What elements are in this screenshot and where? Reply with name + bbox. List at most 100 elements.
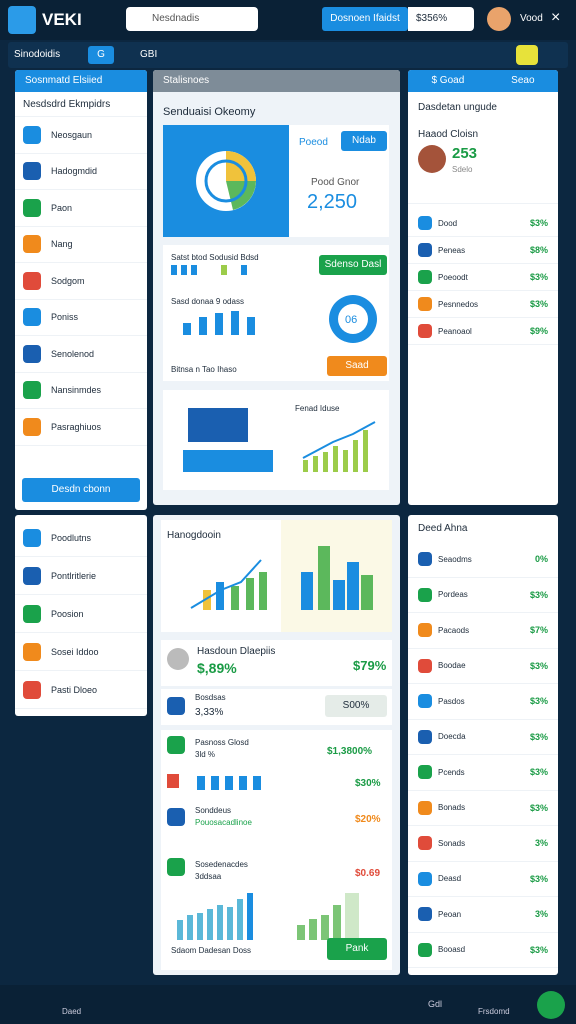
panel-header: Sosnmatd Elsiied	[15, 70, 147, 92]
row-icon	[418, 907, 432, 922]
summary-value: $,89%	[197, 660, 237, 676]
row-label: Sosedenacdes	[195, 860, 248, 869]
toolbar-item[interactable]: GBI	[140, 49, 158, 60]
row-value: $3%	[529, 696, 548, 707]
list-row[interactable]: Dood $3%	[408, 210, 558, 237]
menu-label: Poodlutns	[51, 532, 92, 543]
summary-title: Hasdoun Dlaepiis	[197, 646, 276, 657]
footer-label: Sdaom Dadesan Doss	[171, 946, 252, 955]
menu-item[interactable]: Neosgaun	[15, 117, 147, 154]
fab[interactable]	[537, 991, 565, 1019]
gauge-value: 06	[345, 314, 358, 326]
toolbar-tab[interactable]: G	[88, 46, 114, 64]
panel-title: Dasdetan ungude	[418, 102, 497, 113]
menu-item[interactable]: Sosei Iddoo	[15, 633, 147, 671]
menu-item[interactable]: Pontlritlerie	[15, 557, 147, 595]
row-sub: Pouosacadlinoe	[195, 818, 252, 827]
row-label: Peneas	[438, 245, 466, 255]
row-label: Pordeas	[438, 590, 468, 600]
close-icon[interactable]: ×	[551, 9, 561, 26]
row-sub: 3ld %	[195, 750, 216, 759]
row-label: Seaodms	[438, 554, 472, 564]
list-row[interactable]: Sonads 3%	[408, 826, 558, 862]
menu-item[interactable]: Paon	[15, 190, 147, 227]
menu-item[interactable]: Poniss	[15, 300, 147, 336]
row-value: 3,33%	[195, 707, 224, 718]
menu-icon	[23, 344, 41, 363]
list-row[interactable]: Pacaods $7%	[408, 613, 558, 649]
dropdown[interactable]: Nesdsdrd Ekmpidrs	[15, 92, 147, 117]
row-badge[interactable]: S00%	[325, 695, 387, 717]
nav-item[interactable]: Gdl	[428, 999, 443, 1009]
row-icon	[418, 836, 432, 851]
row-label: Peanoaol	[438, 326, 472, 336]
footer-button[interactable]: Saad	[327, 356, 387, 376]
list-row[interactable]: Pesnnedos $3%	[408, 291, 558, 318]
row-value: 0%	[534, 554, 548, 565]
list-row[interactable]: Pordeas $3%	[408, 578, 558, 613]
row-left: Pasdos	[418, 694, 465, 709]
menu-item[interactable]: Poosion	[15, 595, 147, 633]
mini-bars	[167, 774, 261, 790]
list-row[interactable]: Pcends $3%	[408, 755, 558, 791]
row-icon	[418, 765, 432, 780]
row-label: Pesnnedos	[438, 299, 479, 309]
row-value: $3%	[529, 802, 548, 813]
menu-item[interactable]: Poodlutns	[15, 519, 147, 557]
list-row[interactable]: Pasdos $3%	[408, 684, 558, 720]
row-label: Deasd	[438, 874, 462, 884]
row-icon	[418, 552, 432, 567]
growth-illustration	[183, 408, 376, 472]
row-icon	[418, 216, 432, 230]
list-row[interactable]: Poeoodt $3%	[408, 264, 558, 291]
action-button[interactable]: Dosnoen Ifaidst	[322, 7, 408, 31]
list-row[interactable]: Doecda $3%	[408, 720, 558, 755]
list-row[interactable]: Booasd $3%	[408, 933, 558, 968]
menu-item[interactable]: Nang	[15, 227, 147, 263]
menu-item[interactable]: Pasti Dloeo	[15, 671, 147, 709]
list-row[interactable]: Deasd $3%	[408, 862, 558, 897]
profile: Haaod Cloisn 253 Sdelo	[408, 123, 558, 204]
bars-button[interactable]: Sdenso Dasl	[319, 255, 387, 275]
row-value: $1,3800%	[327, 746, 373, 757]
card-title: Senduaisi Okeomy	[163, 106, 256, 118]
row-left: Booasd	[418, 942, 465, 957]
footer-button[interactable]: Pank	[327, 938, 387, 960]
chart-card: Hanogdooin	[161, 520, 392, 632]
menu-icon	[23, 308, 41, 327]
menu-icon	[23, 162, 41, 181]
menu-item[interactable]: Nansinmdes	[15, 373, 147, 409]
row-value: $8%	[529, 245, 548, 255]
menu-label: Nang	[51, 239, 73, 250]
menu-label: Poniss	[51, 312, 79, 323]
search-box[interactable]: Nesdnadis	[126, 7, 258, 31]
tab[interactable]: $ Goad	[431, 75, 465, 86]
list-row[interactable]: Boodae $3%	[408, 649, 558, 684]
menu-label: Senolenod	[51, 348, 95, 359]
list-row[interactable]: Seaodms 0%	[408, 542, 558, 578]
menu-item[interactable]: Hadogmdid	[15, 154, 147, 190]
row-icon	[418, 871, 432, 886]
tab[interactable]: Seao	[511, 75, 535, 86]
bars-label: Satst btod Sodusid Bdsd	[171, 253, 259, 262]
list-row[interactable]: Peneas $8%	[408, 237, 558, 264]
nav-item[interactable]: Daed	[62, 1007, 82, 1016]
menu-label: Sodgom	[51, 275, 85, 286]
row-label: Peoan	[438, 909, 462, 919]
list-row[interactable]: Peanoaol $9%	[408, 318, 558, 345]
avatar[interactable]	[487, 7, 511, 31]
menu-item[interactable]: Pasraghiuos	[15, 409, 147, 446]
mini-bars	[171, 265, 255, 335]
logo: VEKI	[42, 10, 82, 29]
row-value: $9%	[529, 326, 548, 336]
row-icon	[418, 270, 432, 284]
row-left: Pacaods	[418, 623, 469, 638]
list-row[interactable]: Peoan 3%	[408, 897, 558, 933]
toolbar-badge[interactable]	[516, 45, 538, 65]
nav-item[interactable]: Frsdomd	[478, 1007, 510, 1016]
menu-item[interactable]: Senolenod	[15, 336, 147, 373]
panel-button[interactable]: Desdn cbonn	[22, 478, 140, 502]
menu-item[interactable]: Sodgom	[15, 263, 147, 300]
card-badge[interactable]: Ndab	[341, 131, 387, 151]
list-row[interactable]: Bonads $3%	[408, 791, 558, 826]
